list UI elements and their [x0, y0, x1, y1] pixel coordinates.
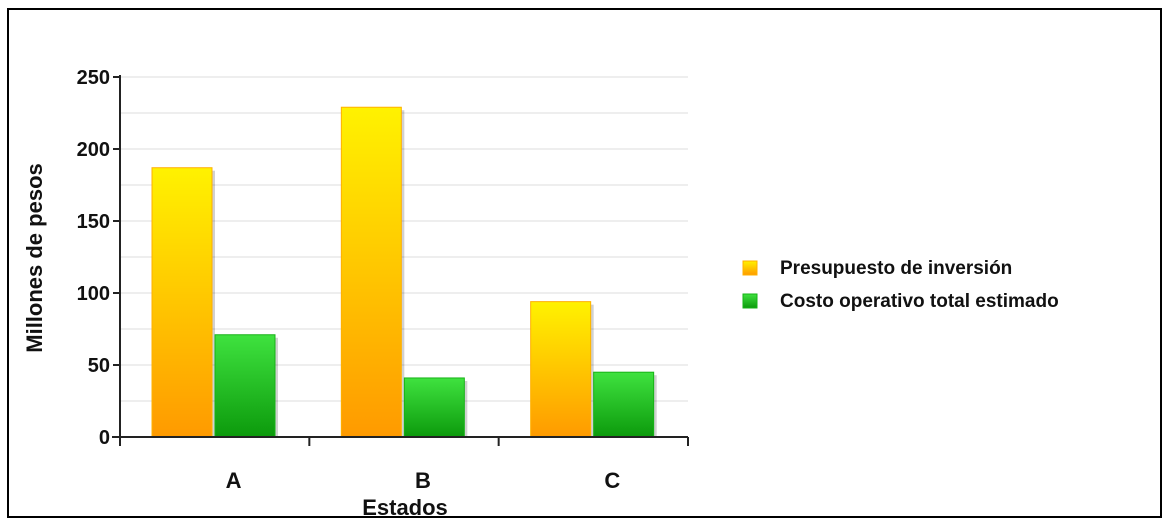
- legend: Presupuesto de inversión Costo operativo …: [742, 258, 1059, 312]
- bars: [151, 106, 657, 438]
- x-tick-label: B: [415, 468, 431, 493]
- y-tick-label: 50: [88, 355, 110, 377]
- y-tick-label: 150: [77, 211, 110, 233]
- y-axis-label: Millones de pesos: [22, 163, 47, 353]
- legend-swatch: [742, 260, 758, 276]
- bar-c-series-2: [593, 371, 655, 438]
- x-tick-label: C: [604, 468, 620, 493]
- y-tick-label: 100: [77, 283, 110, 305]
- legend-label: Presupuesto de inversión: [780, 258, 1012, 279]
- axes: 0 50 100 150 200 250 A B C: [77, 67, 689, 493]
- legend-label: Costo operativo total estimado: [780, 291, 1059, 312]
- y-tick-label: 250: [77, 67, 110, 89]
- bar-a-series-2: [214, 334, 276, 438]
- legend-swatch: [742, 293, 758, 309]
- x-tick-label: A: [226, 468, 242, 493]
- bar-c-series-1: [530, 301, 592, 438]
- y-tick-label: 0: [99, 427, 110, 449]
- bar-a-series-1: [151, 167, 213, 438]
- y-tick-label: 200: [77, 139, 110, 161]
- x-axis-label: Estados: [362, 495, 448, 520]
- bar-b-series-2: [403, 377, 465, 438]
- bar-b-series-1: [340, 106, 402, 438]
